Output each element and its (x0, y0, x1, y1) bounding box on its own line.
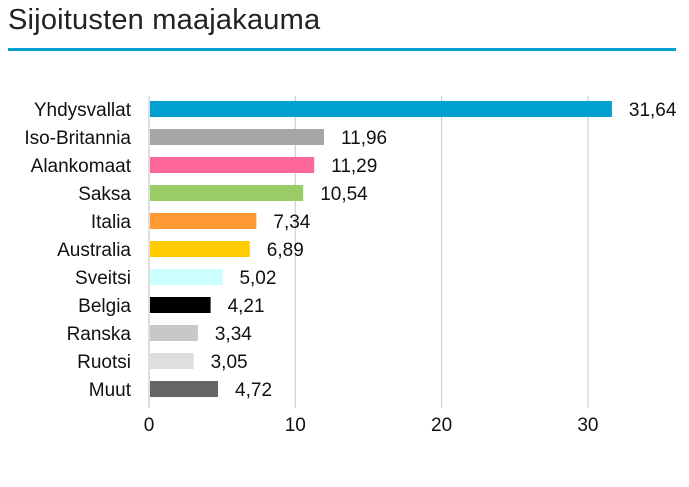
bar-3 (150, 157, 315, 173)
bar-6 (150, 241, 250, 257)
value-label-9: 3,34 (215, 324, 252, 345)
title-underline (8, 48, 676, 51)
bar-7 (150, 269, 223, 285)
bar-5 (150, 213, 257, 229)
value-label-4: 10,54 (320, 184, 368, 205)
category-label-9: Ranska (67, 324, 132, 345)
value-label-11: 4,72 (235, 380, 272, 401)
bar-1 (150, 101, 612, 117)
category-label-10: Ruotsi (77, 352, 131, 373)
value-label-2: 11,96 (341, 128, 387, 149)
value-label-5: 7,34 (273, 212, 310, 233)
x-tick-label-20: 20 (431, 415, 452, 436)
x-tick-label-30: 30 (577, 415, 598, 436)
category-label-2: Iso-Britannia (24, 128, 131, 149)
value-label-10: 3,05 (211, 352, 248, 373)
bar-11 (150, 381, 219, 397)
category-label-8: Belgia (78, 296, 131, 317)
category-label-1: Yhdysvallat (34, 100, 132, 121)
bar-2 (150, 129, 324, 145)
value-label-1: 31,64 (629, 100, 677, 121)
value-label-6: 6,89 (267, 240, 304, 261)
value-label-3: 11,29 (331, 156, 377, 177)
chart-title: Sijoitusten maajakauma (8, 4, 321, 36)
category-label-6: Australia (57, 240, 131, 261)
x-tick-label-10: 10 (285, 415, 306, 436)
category-label-11: Muut (89, 380, 132, 401)
category-label-5: Italia (91, 212, 132, 233)
bar-10 (150, 353, 194, 369)
value-label-7: 5,02 (239, 268, 276, 289)
category-label-3: Alankomaat (31, 156, 132, 177)
bar-8 (150, 297, 211, 313)
bar-9 (150, 325, 198, 341)
bar-4 (150, 185, 304, 201)
x-tick-label-0: 0 (144, 415, 155, 436)
value-label-8: 4,21 (228, 296, 265, 317)
category-label-7: Sveitsi (75, 268, 131, 289)
category-label-4: Saksa (78, 184, 131, 205)
